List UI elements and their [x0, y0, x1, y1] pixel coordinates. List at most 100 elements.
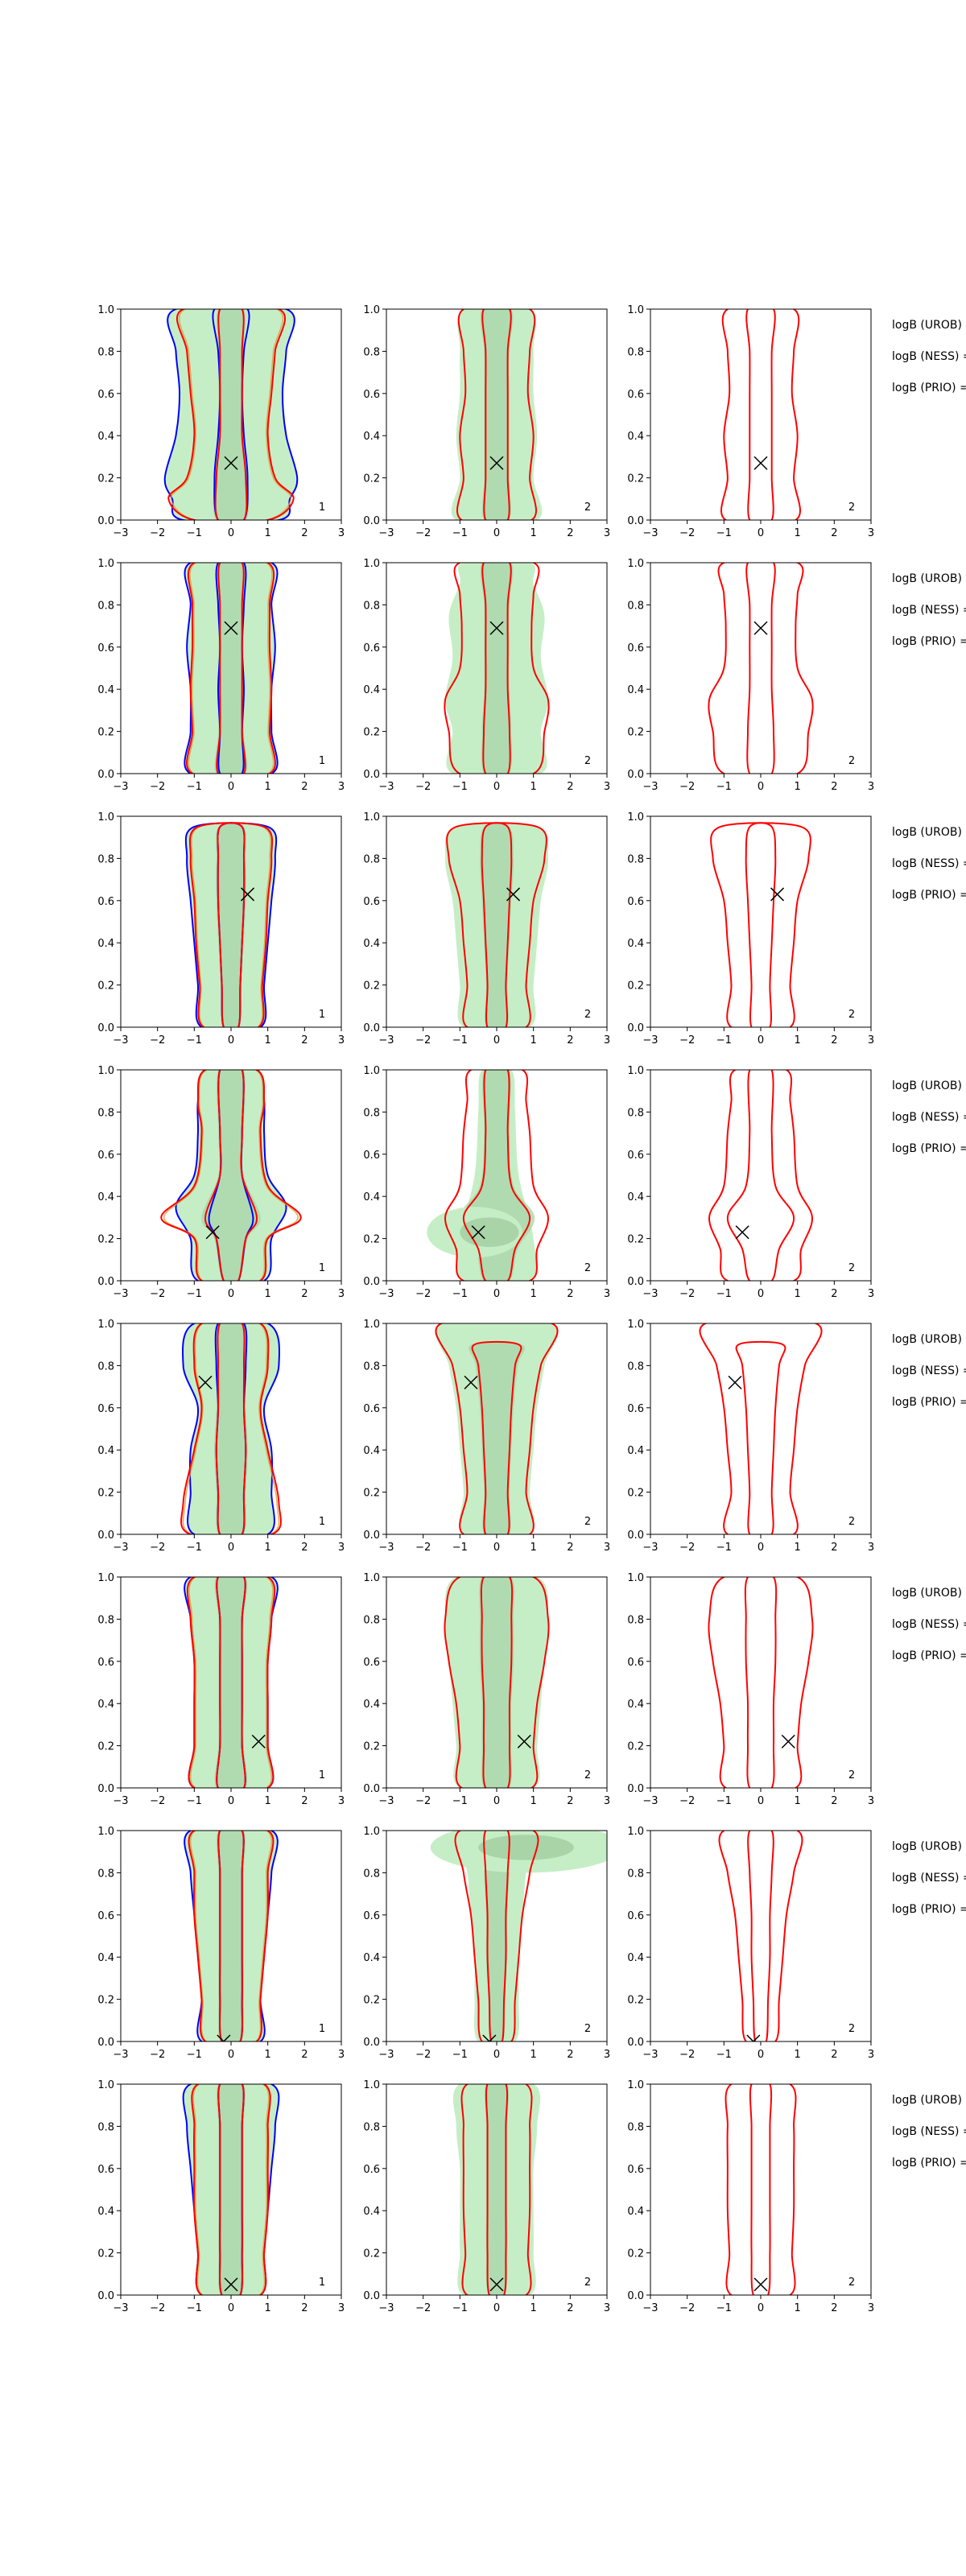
x-tick-label: −2 — [415, 1542, 431, 1554]
contour-red-outer — [435, 1323, 559, 1534]
y-tick-label: 1.0 — [97, 558, 114, 570]
density-fill-inner — [214, 563, 248, 774]
x-tick-label: −2 — [150, 527, 165, 539]
y-tick-label: 0.0 — [97, 769, 114, 781]
x-tick-label: 1 — [795, 1542, 801, 1554]
y-tick-label: 1.0 — [627, 2079, 644, 2091]
x-tick-label: 1 — [795, 2302, 801, 2314]
contour-red-inner — [204, 1070, 258, 1281]
y-tick-label: 1.0 — [363, 1065, 380, 1077]
axes-frame — [650, 1323, 872, 1535]
x-tick-label: 1 — [795, 2049, 801, 2061]
y-tick-label: 1.0 — [363, 2079, 380, 2091]
panel-number: 2 — [848, 2023, 855, 2035]
contour-red-inner — [745, 309, 776, 520]
contour-red-outer — [708, 563, 814, 774]
contour-red-inner — [217, 1831, 245, 2041]
y-tick-label: 0.0 — [97, 1783, 114, 1795]
plot-area — [160, 1070, 302, 1281]
panel-number: 2 — [584, 2277, 591, 2289]
x-marker — [728, 1375, 742, 1389]
contour-red-inner — [214, 309, 248, 520]
contour-red-inner — [749, 2084, 773, 2295]
x-marker — [506, 887, 521, 902]
density-fill-inner — [480, 563, 514, 774]
x-tick-label: 0 — [228, 2302, 234, 2314]
y-tick-label: 0.2 — [363, 1488, 380, 1500]
panel-number: 2 — [848, 755, 855, 767]
x-marker-stroke — [728, 1375, 742, 1389]
axes-frame — [650, 562, 872, 774]
x-tick-label: 1 — [530, 527, 537, 539]
x-marker — [753, 621, 768, 635]
x-marker-stroke — [489, 2277, 504, 2292]
plot-area — [427, 1070, 549, 1281]
y-tick-label: 0.8 — [363, 600, 380, 612]
axes-frame — [650, 2083, 872, 2296]
x-tick-label: −2 — [679, 1795, 695, 1807]
x-tick-label: 0 — [758, 781, 764, 793]
y-tick-label: 0.2 — [627, 2248, 644, 2260]
y-tick-label: 0.6 — [627, 1910, 644, 1922]
panel-col-3: −3 −2 −1 0 1 2 3 0.0 0.2 0.4 0.6 0.8 1.0 2 — [627, 558, 874, 793]
y-tick-label: 0.0 — [627, 2037, 644, 2049]
contour-red-outer — [188, 822, 274, 1027]
y-tick-label: 1.0 — [97, 304, 114, 316]
panel-col-3: −3 −2 −1 0 1 2 3 0.0 0.2 0.4 0.6 0.8 1.0 2 — [627, 1826, 874, 2061]
x-marker-stroke — [781, 1734, 795, 1748]
side-label: logB (UROB) = — [892, 2094, 966, 2107]
x-tick-label: 0 — [228, 1034, 234, 1046]
x-tick-label: −1 — [187, 1034, 202, 1046]
y-tick-label: 0.2 — [627, 1741, 644, 1753]
y-tick-label: 0.0 — [627, 2290, 644, 2302]
y-tick-label: 0.6 — [627, 896, 644, 908]
density-blob — [460, 1217, 519, 1248]
x-tick-label: −1 — [716, 1542, 732, 1554]
y-tick-label: 0.8 — [363, 1107, 380, 1119]
y-tick-label: 0.4 — [97, 684, 114, 696]
y-tick-label: 0.8 — [627, 1107, 644, 1119]
y-tick-label: 0.8 — [363, 346, 380, 358]
contour-red-inner — [485, 2084, 509, 2295]
contour-red-inner — [471, 1340, 522, 1534]
x-tick-label: 2 — [831, 1795, 837, 1807]
x-tick-label: 0 — [228, 527, 234, 539]
panel-number: 2 — [584, 502, 591, 514]
x-tick-label: 2 — [831, 1288, 837, 1300]
y-tick-label: 0.6 — [363, 1150, 380, 1162]
panel-number: 1 — [319, 1769, 325, 1781]
x-marker-stroke — [735, 1225, 749, 1240]
x-tick-label: −2 — [679, 1542, 695, 1554]
side-label: logB (PRIO) = — [892, 1142, 966, 1155]
x-tick-label: −3 — [642, 1288, 658, 1300]
y-tick-label: 1.0 — [97, 1065, 114, 1077]
x-tick-label: 0 — [758, 1288, 764, 1300]
chart-row: −3 −2 −1 0 1 2 3 0.0 0.2 0.4 0.6 0.8 1.0 1 −3 −2 −1 0 1 2 3 0… — [97, 1826, 966, 2061]
x-tick-label: −3 — [113, 1542, 128, 1554]
contour-red-inner — [481, 309, 512, 520]
panel-col-3: −3 −2 −1 0 1 2 3 0.0 0.2 0.4 0.6 0.8 1.0 2 — [627, 1572, 874, 1807]
x-marker — [735, 1225, 749, 1240]
x-tick-label: 2 — [301, 1542, 308, 1554]
contour-red-outer — [191, 2084, 271, 2295]
y-tick-label: 0.4 — [627, 684, 644, 696]
density-fill-inner — [484, 2084, 510, 2295]
contour-orange-outer — [189, 1831, 273, 2041]
x-marker — [251, 1734, 266, 1748]
contour-red-outer — [710, 822, 811, 1027]
y-tick-label: 0.2 — [627, 1234, 644, 1246]
x-tick-label: 3 — [868, 1034, 874, 1046]
y-tick-label: 0.8 — [627, 853, 644, 865]
x-tick-label: 3 — [868, 2302, 874, 2314]
plot-area — [710, 822, 811, 1027]
x-marker-stroke — [464, 1375, 478, 1389]
density-fill-inner — [469, 1341, 525, 1534]
y-tick-label: 0.0 — [97, 1276, 114, 1288]
y-tick-label: 1.0 — [627, 1065, 644, 1077]
x-marker — [471, 1225, 485, 1240]
side-label: logB (UROB) = — [892, 1333, 966, 1346]
y-tick-label: 0.6 — [627, 2164, 644, 2176]
y-tick-label: 0.8 — [363, 1360, 380, 1373]
panel-col-2: −3 −2 −1 0 1 2 3 0.0 0.2 0.4 0.6 0.8 1.0 2 — [363, 558, 610, 793]
panel-col-1: −3 −2 −1 0 1 2 3 0.0 0.2 0.4 0.6 0.8 1.0 1 — [97, 1065, 345, 1300]
